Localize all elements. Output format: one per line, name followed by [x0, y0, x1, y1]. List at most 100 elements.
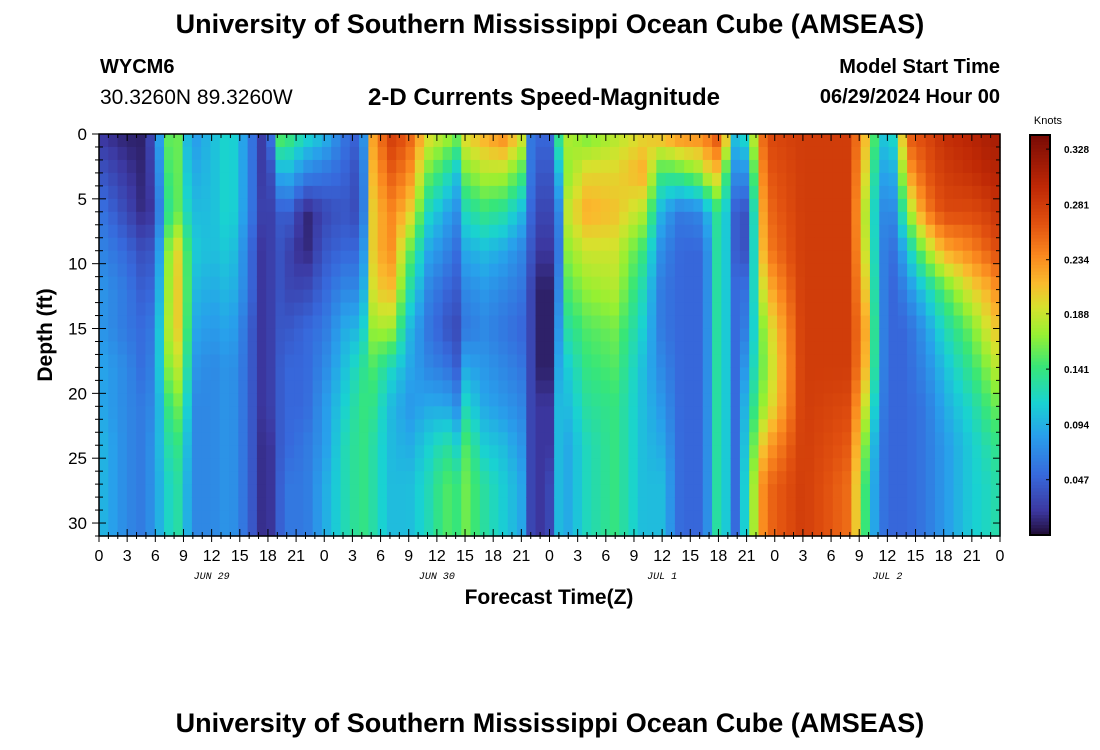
heatmap-cell — [953, 471, 964, 485]
heatmap-cell — [795, 198, 806, 213]
heatmap-cell — [136, 276, 147, 291]
station-id: WYCM6 — [100, 56, 175, 78]
heatmap-cell — [823, 510, 834, 524]
heatmap-cell — [284, 276, 295, 291]
heatmap-cell — [600, 341, 611, 356]
heatmap-cell — [377, 315, 388, 330]
heatmap-cell — [312, 432, 323, 446]
heatmap-cell — [154, 523, 165, 537]
heatmap-cell — [284, 211, 295, 226]
heatmap-cell — [321, 380, 332, 394]
heatmap-cell — [619, 315, 630, 330]
heatmap-cell — [173, 185, 184, 200]
heatmap-cell — [554, 237, 565, 252]
heatmap-cell — [860, 354, 871, 369]
heatmap-cell — [535, 471, 546, 485]
heatmap-cell — [414, 276, 425, 291]
heatmap-cell — [925, 367, 936, 381]
heatmap-cell — [628, 250, 639, 265]
heatmap-cell — [182, 458, 193, 472]
heatmap-cell — [173, 315, 184, 330]
heatmap-cell — [907, 471, 917, 485]
x-tick-label: 18 — [935, 548, 953, 565]
heatmap-cell — [182, 497, 193, 511]
heatmap-cell — [331, 484, 342, 498]
colorbar-segment — [1030, 478, 1050, 483]
heatmap-cell — [944, 172, 955, 187]
heatmap-cell — [164, 159, 174, 174]
heatmap-cell — [489, 445, 500, 459]
heatmap-cell — [795, 185, 806, 200]
heatmap-cell — [424, 419, 434, 433]
heatmap-cell — [990, 419, 1001, 433]
heatmap-cell — [507, 419, 518, 433]
heatmap-cell — [972, 458, 983, 472]
heatmap-cell — [229, 445, 239, 459]
heatmap-cell — [814, 523, 825, 537]
heatmap-cell — [377, 211, 388, 226]
heatmap-cell — [294, 289, 304, 304]
heatmap-cell — [544, 224, 555, 239]
heatmap-cell — [907, 341, 917, 356]
heatmap-cell — [758, 289, 769, 304]
heatmap-cell — [210, 419, 221, 433]
heatmap-cell — [712, 263, 722, 278]
heatmap-cell — [972, 276, 983, 291]
heatmap-cell — [247, 432, 258, 446]
heatmap-cell — [433, 302, 444, 317]
heatmap-cell — [944, 419, 955, 433]
heatmap-cell — [962, 172, 973, 187]
heatmap-cell — [609, 523, 620, 537]
heatmap-cell — [368, 146, 379, 161]
heatmap-cell — [842, 198, 852, 213]
heatmap-cell — [656, 497, 667, 511]
heatmap-cell — [962, 458, 973, 472]
heatmap-cell — [888, 263, 899, 278]
colorbar-segment — [1030, 291, 1050, 296]
heatmap-cell — [647, 367, 657, 381]
heatmap-cell — [247, 354, 258, 369]
heatmap-cell — [944, 341, 955, 356]
heatmap-cell — [637, 432, 648, 446]
heatmap-cell — [804, 224, 815, 239]
heatmap-cell — [962, 146, 973, 161]
heatmap-cell — [451, 523, 462, 537]
heatmap-cell — [739, 263, 750, 278]
heatmap-cell — [897, 354, 908, 369]
colorbar-segment — [1030, 235, 1050, 239]
colorbar-segment — [1030, 521, 1050, 526]
heatmap-cell — [433, 146, 444, 161]
heatmap-cell — [944, 185, 955, 200]
heatmap-cell — [860, 159, 871, 174]
heatmap-cell — [944, 276, 955, 291]
heatmap-cell — [628, 211, 639, 226]
heatmap-cell — [191, 328, 202, 343]
heatmap-cell — [368, 354, 379, 369]
heatmap-cell — [656, 419, 667, 433]
heatmap-cell — [154, 497, 165, 511]
heatmap-cell — [944, 367, 955, 381]
heatmap-cell — [591, 341, 602, 356]
heatmap-cell — [767, 523, 778, 537]
heatmap-cell — [479, 172, 490, 187]
heatmap-cell — [312, 276, 323, 291]
heatmap-cell — [795, 406, 806, 420]
heatmap-cell — [284, 406, 295, 420]
heatmap-cell — [749, 367, 760, 381]
heatmap-cell — [442, 250, 453, 265]
heatmap-cell — [600, 250, 611, 265]
heatmap-cell — [832, 510, 843, 524]
heatmap-cell — [229, 172, 239, 187]
heatmap-cell — [953, 302, 964, 317]
heatmap-cell — [665, 315, 676, 330]
colorbar-segment — [1030, 265, 1050, 269]
heatmap-cell — [256, 406, 267, 420]
heatmap-cell — [656, 380, 667, 394]
heatmap-cell — [164, 354, 174, 369]
heatmap-cell — [609, 134, 620, 148]
heatmap-cell — [145, 497, 156, 511]
heatmap-cell — [256, 315, 267, 330]
heatmap-cell — [907, 302, 917, 317]
heatmap-cell — [526, 134, 537, 148]
heatmap-cell — [182, 263, 193, 278]
